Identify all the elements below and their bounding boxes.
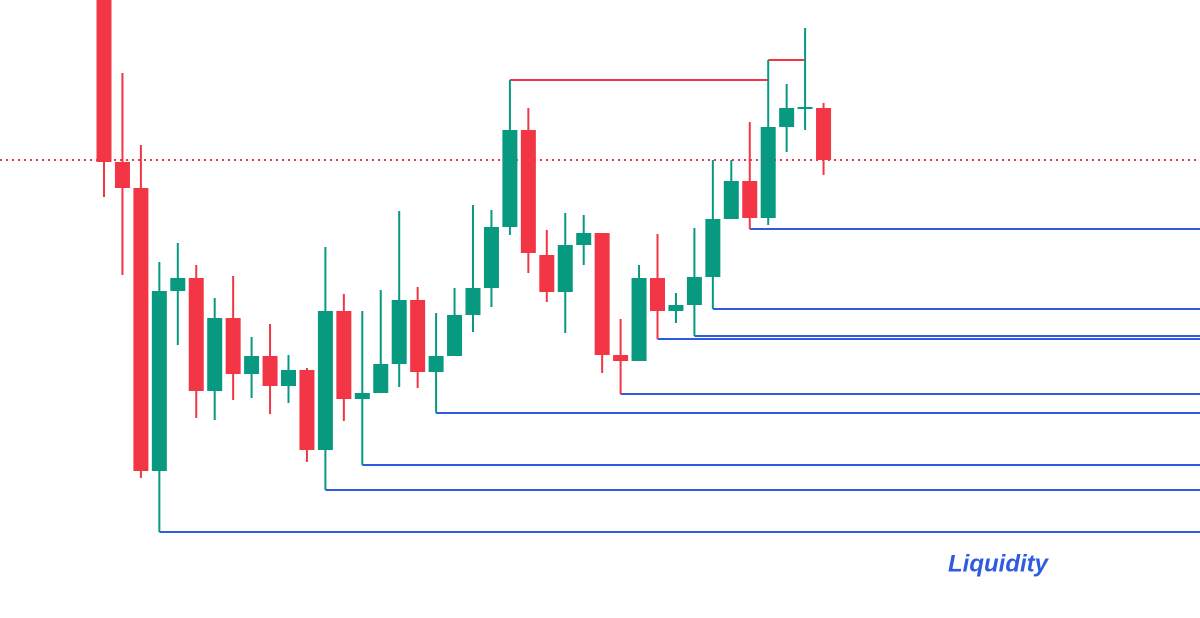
candle-body xyxy=(410,300,426,372)
candle-body xyxy=(502,130,518,227)
candle-body xyxy=(317,311,333,450)
candle-body xyxy=(594,233,610,355)
candle-body xyxy=(483,227,499,288)
candle-body xyxy=(520,130,536,253)
candle-body xyxy=(133,188,149,471)
candle-body xyxy=(613,355,629,361)
candle-body xyxy=(225,318,241,374)
candle-body xyxy=(650,278,665,311)
candle-body xyxy=(760,127,776,218)
candle-body xyxy=(428,356,444,372)
candle-body xyxy=(816,108,832,160)
candle-body xyxy=(723,181,739,219)
candle-body xyxy=(742,181,758,218)
candle-body xyxy=(188,278,204,391)
candle-body xyxy=(447,315,463,356)
candle-body xyxy=(797,107,813,109)
candle-body xyxy=(576,233,592,245)
candle-body xyxy=(557,245,573,292)
candle-body xyxy=(539,255,555,292)
candle-body xyxy=(114,162,130,188)
candle-body xyxy=(336,311,352,399)
candle-body xyxy=(299,370,315,450)
candle-body xyxy=(705,219,721,277)
candle-body xyxy=(391,300,407,364)
candle-body xyxy=(170,278,186,291)
candle-body xyxy=(244,356,260,374)
candle-body xyxy=(151,291,167,471)
candle-body xyxy=(207,318,223,391)
candle-body xyxy=(465,288,481,315)
candle-body xyxy=(373,364,389,393)
candle-body xyxy=(668,305,684,311)
candle-body xyxy=(631,278,647,361)
candle-body xyxy=(779,108,795,127)
candle-body xyxy=(96,0,112,162)
candle-body xyxy=(262,356,278,386)
candle-body xyxy=(354,393,370,399)
candle-body xyxy=(281,370,296,386)
candle-body xyxy=(686,277,702,305)
annotation: Liquidity xyxy=(948,550,1050,577)
